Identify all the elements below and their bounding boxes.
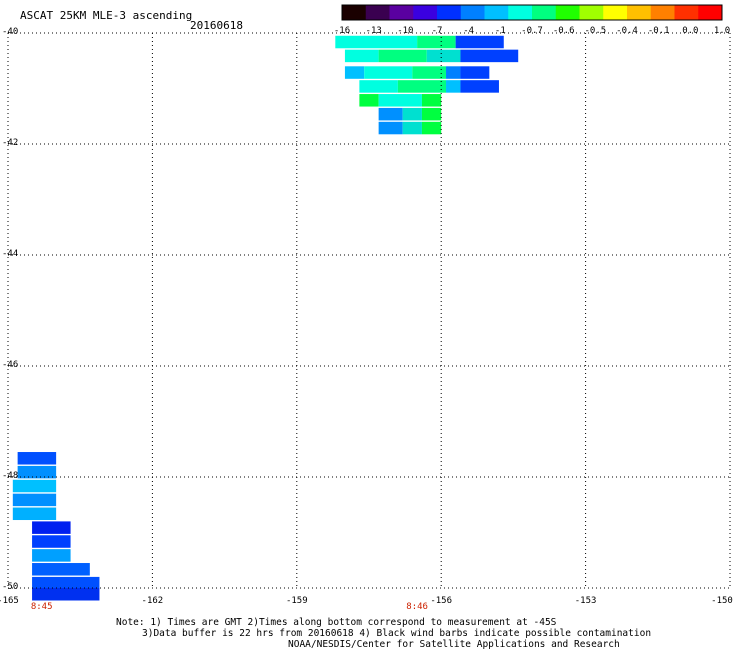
colorbar-label: -0.1	[647, 26, 670, 36]
note-line-1: Note: 1) Times are GMT 2)Times along bot…	[116, 617, 557, 628]
colorbar-swatch	[413, 5, 438, 20]
colorbar-swatch	[579, 5, 604, 20]
wind-cell-north	[455, 35, 504, 49]
wind-cell-north	[421, 94, 442, 107]
wind-cell-north	[460, 49, 519, 63]
lat-label: -48	[2, 471, 19, 481]
colorbar-swatch	[532, 5, 557, 20]
wind-cell-north	[446, 80, 461, 93]
lon-label: -150	[711, 596, 733, 606]
colorbar-swatch	[698, 5, 723, 20]
colorbar-label: 1.0	[713, 26, 731, 36]
wind-cell-north	[426, 49, 461, 63]
wind-cell-north	[402, 107, 422, 121]
wind-cell-north	[378, 107, 403, 121]
time-label: 8:46	[406, 602, 428, 612]
colorbar-label: -4	[463, 26, 475, 36]
lat-label: -44	[2, 249, 19, 259]
colorbar-swatch	[342, 5, 367, 20]
wind-cell-north	[344, 49, 379, 63]
colorbar-label: -1	[494, 26, 506, 36]
map-date: 20160618	[190, 19, 243, 32]
lon-label: -159	[285, 596, 308, 606]
colorbar-swatch	[650, 5, 675, 20]
wind-cell-south	[32, 535, 71, 548]
note-line-2: 3)Data buffer is 22 hrs from 20160618 4)…	[142, 628, 652, 639]
wind-cell-south	[17, 465, 57, 479]
colorbar-label: -0.7	[521, 26, 543, 36]
lon-label: -153	[574, 596, 597, 606]
lat-label: -42	[2, 138, 19, 148]
wind-cell-south	[32, 576, 100, 590]
colorbar-swatch	[437, 5, 462, 20]
colorbar-swatch	[389, 5, 414, 20]
colorbar-swatch	[603, 5, 628, 20]
colorbar-label: -10	[397, 26, 414, 36]
wind-cell-north	[460, 80, 499, 93]
lon-label: -165	[0, 596, 19, 606]
colorbar-swatch	[674, 5, 699, 20]
colorbar-label: -7	[431, 26, 443, 36]
wind-cell-south	[12, 507, 57, 521]
colorbar-swatch	[508, 5, 533, 20]
colorbar-swatch	[484, 5, 509, 20]
wind-cell-south	[32, 563, 90, 576]
wind-cell-north	[402, 121, 422, 135]
wind-cell-north	[417, 35, 456, 49]
lat-label: -40	[2, 27, 19, 37]
wind-cell-north	[421, 107, 442, 121]
map-title: ASCAT 25KM MLE-3 ascending	[20, 9, 193, 22]
wind-cell-north	[335, 35, 418, 49]
note-line-3: NOAA/NESDIS/Center for Satellite Applica…	[288, 639, 620, 650]
colorbar-label: -0.5	[584, 26, 607, 36]
colorbar-label: 0.0	[682, 26, 699, 36]
lat-label: -50	[2, 582, 19, 592]
colorbar-swatch	[365, 5, 390, 20]
wind-cell-north	[378, 121, 403, 135]
colorbar-label: -16	[333, 26, 351, 36]
colorbar-label: -0.4	[616, 26, 638, 36]
lon-label: -156	[430, 596, 453, 606]
wind-cell-north	[397, 80, 447, 93]
colorbar-frame	[341, 4, 723, 21]
time-label: 8:45	[30, 602, 53, 612]
wind-cell-south	[32, 521, 71, 534]
colorbar-label: -13	[365, 26, 382, 36]
wind-cell-north	[378, 94, 422, 107]
wind-cell-north	[460, 66, 490, 79]
wind-cell-south	[32, 588, 100, 601]
wind-cell-south	[17, 452, 57, 465]
wind-cell-north	[364, 66, 413, 79]
lat-label: -46	[2, 360, 19, 370]
colorbar-swatch	[627, 5, 652, 20]
colorbar-swatch	[555, 5, 580, 20]
wind-cell-north	[344, 66, 365, 79]
wind-cell-north	[359, 80, 398, 93]
wind-cell-south	[12, 493, 57, 507]
wind-cell-south	[12, 479, 57, 493]
wind-cell-north	[421, 121, 442, 135]
wind-cell-north	[359, 94, 379, 107]
colorbar-swatch	[460, 5, 485, 20]
wind-cell-north	[412, 66, 447, 79]
lon-label: -162	[141, 596, 164, 606]
wind-cell-south	[32, 549, 71, 562]
wind-cell-north	[378, 49, 427, 63]
colorbar-label: -0.6	[552, 26, 575, 36]
wind-cell-north	[446, 66, 461, 79]
